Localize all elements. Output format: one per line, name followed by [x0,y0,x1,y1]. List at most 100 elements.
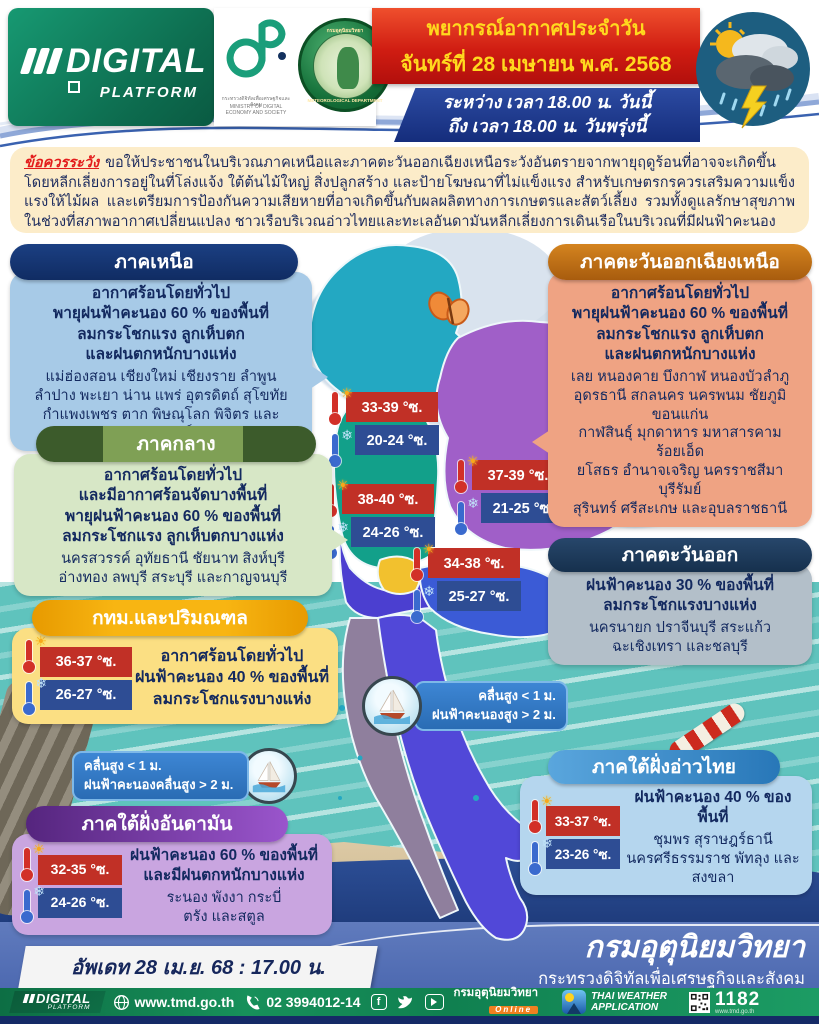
min-temp-badge: 20-24 °ซ. [355,425,439,455]
update-text: อัพเดท 28 เม.ย. 68 : 17.00 น. [70,957,326,979]
min-temp-badge: 26-27 °ซ. [40,679,132,710]
forecast-text: อากาศร้อนโดยทั่วไป และมีอากาศร้อนจัดบางพ… [62,467,284,546]
hot-thermometer-icon: ☀ [326,386,353,426]
globe-icon [113,994,129,1010]
ministry-logo-box: กระทรวงดิจิทัลเพื่อเศรษฐกิจและสังคม MINI… [214,8,392,126]
region-title-north: ภาคเหนือ [10,244,298,280]
min-temp-badge: 24-26 °ซ. [38,887,122,918]
period-line2: ถึง เวลา 18.00 น. วันพรุ่งนี้ [447,116,647,136]
speech-tail [310,365,328,390]
map-temp-badge-central: ☀ ❄ 38-40 °ซ. 24-26 °ซ. [322,478,435,560]
forecast-title-banner: พยากรณ์อากาศประจำวัน จันทร์ที่ 28 เมษายน… [372,8,700,84]
region-panel-north: ภาคเหนือ อากาศร้อนโดยทั่วไป พายุฝนฟ้าคะน… [10,244,328,452]
ministry-name-english: MINISTRY OF DIGITAL ECONOMY AND SOCIETY [225,104,287,116]
period-line1: ระหว่าง เวลา 18.00 น. วันนี้ [442,92,652,113]
online-badge: Online [489,1005,539,1014]
seal-deity-figure [337,47,359,89]
max-temp-badge: 38-40 °ซ. [342,484,434,514]
forecast-text: ฝนฟ้าคะนอง 40 % ของพื้นที่ [634,789,792,827]
warning-text: ขอให้ประชาชนในบริเวณภาคเหนือและภาคตะวันอ… [24,155,795,231]
cold-thermometer-icon: ❄ [452,496,479,536]
region-body-central: อากาศร้อนโดยทั่วไป และมีอากาศร้อนจัดบางพ… [14,454,348,596]
province-list: เลย หนองคาย บึงกาฬ หนองบัวลำภู อุดรธานี … [570,368,790,517]
region-title-bangkok: กทม.และปริมณฑล [32,600,308,636]
region-title-south-gulf: ภาคใต้ฝั่งอ่าวไทย [548,750,780,784]
sailboat-icon [241,748,298,804]
region-title-south-andaman: ภาคใต้ฝั่งอันดามัน [26,806,288,842]
cold-thermometer-icon: ❄ [526,836,553,876]
agency-ministry: กระทรวงดิจิทัลเพื่อเศรษฐกิจและสังคม [538,969,805,988]
thai-weather-app[interactable]: THAI WEATHER APPLICATION [562,990,667,1014]
map-temp-badge-north: ☀ ❄ 33-39 °ซ. 20-24 °ซ. [326,386,439,468]
forecast-text: อากาศร้อนโดยทั่วไป พายุฝนฟ้าคะนอง 60 % ข… [572,285,788,364]
qr-code-icon [688,991,710,1013]
sea-condition-text: คลื่นสูง < 1 ม. ฝนฟ้าคะนองสูง > 2 ม. [414,681,568,731]
speech-tail [330,527,348,552]
hot-thermometer-icon: ☀ [408,542,435,582]
ministry-name-thai: กระทรวงดิจิทัลเพื่อเศรษฐกิจและสังคม [221,96,291,108]
hot-thermometer-icon: ☀ [452,454,479,494]
min-temp-badge: 24-26 °ซ. [351,517,435,547]
warning-label: ข้อควรระวัง [24,155,100,171]
province-list: ระนอง พังงา กระบี่ ตรัง และสตูล [166,889,282,925]
phone-icon [247,994,260,1010]
bottom-navy-strip [0,1016,819,1024]
seal-text-bottom: METEOROLOGICAL DEPARTMENT [307,98,383,103]
forecast-text: อากาศร้อนโดยทั่วไป พายุฝนฟ้าคะนอง 60 % ข… [53,285,269,364]
sailboat-icon [362,676,422,736]
forecast-text: ฝนฟ้าคะนอง 30 % ของพื้นที่ ลมกระโชกแรงบา… [586,577,774,615]
region-panel-central: ภาคกลาง อากาศร้อนโดยทั่วไป และมีอากาศร้อ… [14,426,348,596]
storm-weather-icon [696,12,810,129]
youtube-icon[interactable] [424,994,444,1010]
max-temp-badge: 36-37 °ซ. [40,646,132,677]
region-body-northeast: อากาศร้อนโดยทั่วไป พายุฝนฟ้าคะนอง 60 % ข… [532,272,812,527]
max-temp-badge: 32-35 °ซ. [38,854,122,885]
min-temp-badge: 25-27 °ซ. [437,581,521,611]
province-list: นครสวรรค์ อุทัยธานี ชัยนาท สิงห์บุรี อ่า… [58,550,288,586]
butterfly-decoration [428,291,470,326]
province-list: ชุมพร สุราษฎร์ธานี นครศรีธรรมราช พัทลุง … [626,831,800,886]
province-list: นครนายก ปราจีนบุรี สระแก้ว ฉะเชิงเทรา แล… [588,619,771,655]
update-timestamp: อัพเดท 28 เม.ย. 68 : 17.00 น. [18,946,378,988]
hot-thermometer-icon: ☀ [20,634,47,674]
cold-thermometer-icon: ❄ [20,676,47,716]
forecast-title: พยากรณ์อากาศประจำวัน [426,17,646,40]
max-temp-badge: 33-37 °ซ. [546,806,620,837]
facebook-icon[interactable]: f [370,994,387,1010]
region-panel-east: ภาคตะวันออก ฝนฟ้าคะนอง 30 % ของพื้นที่ ล… [548,538,812,665]
forecast-text: ฝนฟ้าคะนอง 60 % ของพื้นที่ และมีฝนตกหนัก… [130,847,318,885]
sea-condition-badge-andaman: คลื่นสูง < 1 ม. ฝนฟ้าคะนองคลื่นสูง > 2 ม. [72,748,298,804]
forecast-period-banner: ระหว่าง เวลา 18.00 น. วันนี้ ถึง เวลา 18… [394,88,700,142]
logo-title: DIGITAL [66,42,214,120]
phone-contact[interactable]: 02 3994012-14 [244,994,361,1011]
social-account-label: กรมอุตุนิยมวิทยา Online [453,987,539,1014]
hotline-info[interactable]: 1182 www.tmd.go.th [688,990,760,1015]
curve-line-decoration [250,924,819,986]
region-title-east: ภาคตะวันออก [548,538,812,572]
cold-thermometer-icon: ❄ [326,428,353,468]
cold-thermometer-icon: ❄ [408,584,435,624]
max-temp-badge: 34-38 °ซ. [428,548,520,578]
speech-tail [532,429,550,454]
region-body-south-gulf: ☀ ❄ 33-37 °ซ. 23-26 °ซ. ฝนฟ้าคะนอง 40 % … [520,776,812,896]
weather-warning-box: ข้อควรระวัง ขอให้ประชาชนในบริเวณภาคเหนือแ… [10,147,809,233]
seal-text-top: กรมอุตุนิยมวิทยา [326,28,364,34]
province-list: แม่ฮ่องสอน เชียงใหม่ เชียงราย ลำพูน ลำปา… [34,368,288,442]
max-temp-badge: 33-39 °ซ. [346,392,438,422]
logo-bars-icon [19,48,64,79]
hot-thermometer-icon: ☀ [526,794,553,834]
twitter-icon[interactable] [397,995,415,1010]
de-ministry-icon [226,19,286,78]
digital-platform-logo: DIGITAL PLATFORM [8,8,214,126]
region-title-northeast: ภาคตะวันออกเฉียงเหนือ [548,244,812,280]
forecast-date: จันทร์ที่ 28 เมษายน พ.ศ. 2568 [400,52,672,76]
sea-condition-badge-gulf: คลื่นสูง < 1 ม. ฝนฟ้าคะนองสูง > 2 ม. [362,676,568,736]
website-link[interactable]: www.tmd.go.th [113,994,234,1011]
region-body-bangkok: ☀ ❄ 36-37 °ซ. 26-27 °ซ. อากาศร้อนโดยทั่ว… [12,628,338,724]
met-department-seal: กรมอุตุนิยมวิทยา METEOROLOGICAL DEPARTME… [298,18,392,112]
cold-thermometer-icon: ❄ [18,884,45,924]
forecast-text: อากาศร้อนโดยทั่วไป ฝนฟ้าคะนอง 40 % ของพื… [134,648,330,708]
min-temp-badge: 23-26 °ซ. [546,839,620,870]
region-panel-northeast: ภาคตะวันออกเฉียงเหนือ อากาศร้อนโดยทั่วไป… [532,244,812,527]
